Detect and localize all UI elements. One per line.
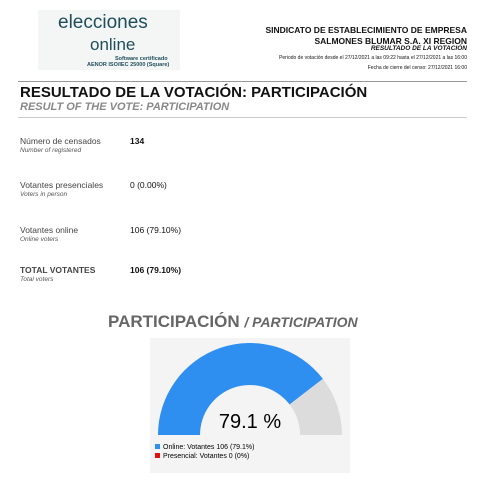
row-sublabel: Online voters (20, 236, 59, 243)
logo-cert: Software certificado (115, 56, 168, 62)
chart: 79.1 % Online: Votantes 106 (79.1%) Presen… (150, 338, 350, 473)
gauge-label: 79.1 % (219, 411, 281, 433)
row-value: 134 (130, 136, 145, 146)
logo-text: elecciones (58, 12, 148, 33)
gauge-remainder (289, 378, 342, 435)
row-sublabel: Total voters (20, 276, 54, 283)
row-label: Votantes online (20, 225, 79, 235)
row-sublabel: Voters in person (20, 191, 68, 198)
row-value: 106 (79.10%) (130, 265, 182, 275)
doc-title: RESULTADO DE LA VOTACIÓN (370, 45, 467, 52)
row-sublabel: Number of registered (20, 147, 82, 154)
title: RESULTADO DE LA VOTACIÓN: PARTICIPACIÓN (20, 84, 368, 101)
row-label: TOTAL VOTANTES (20, 265, 96, 275)
chart-title-text: PARTICIPACIÓN (108, 312, 240, 331)
legend-swatch (155, 453, 160, 458)
org-name: SALMONES BLUMAR S.A. XI REGION (314, 36, 467, 46)
legend-label: Online: Votantes 106 (79.1%) (163, 444, 254, 451)
logo-std: AENOR ISO/IEC 25000 (Square) (87, 62, 170, 68)
row-value: 106 (79.10%) (130, 225, 182, 235)
row-label: Número de censados (20, 136, 101, 146)
logo-box (38, 10, 180, 70)
subtitle: RESULT OF THE VOTE: PARTICIPATION (20, 101, 230, 113)
chart-title: PARTICIPACIÓN / PARTICIPATION (108, 312, 358, 332)
census-close: Fecha de cierre del censo: 27/12/2021 16… (367, 65, 467, 71)
logo-text: online (90, 35, 136, 54)
legend-label: Presencial: Votantes 0 (0%) (163, 453, 249, 460)
gauge-arc (158, 342, 323, 435)
row-label: Votantes presenciales (20, 180, 104, 190)
legend-swatch (155, 444, 160, 449)
chart-subtitle: / PARTICIPATION (244, 314, 358, 330)
period: Periodo de votación desde el 27/12/2021 … (279, 55, 467, 61)
org-name: SINDICATO DE ESTABLECIMIENTO DE EMPRESA (265, 25, 467, 35)
row-value: 0 (0.00%) (130, 180, 167, 190)
rule (18, 81, 467, 82)
rule (18, 117, 467, 118)
